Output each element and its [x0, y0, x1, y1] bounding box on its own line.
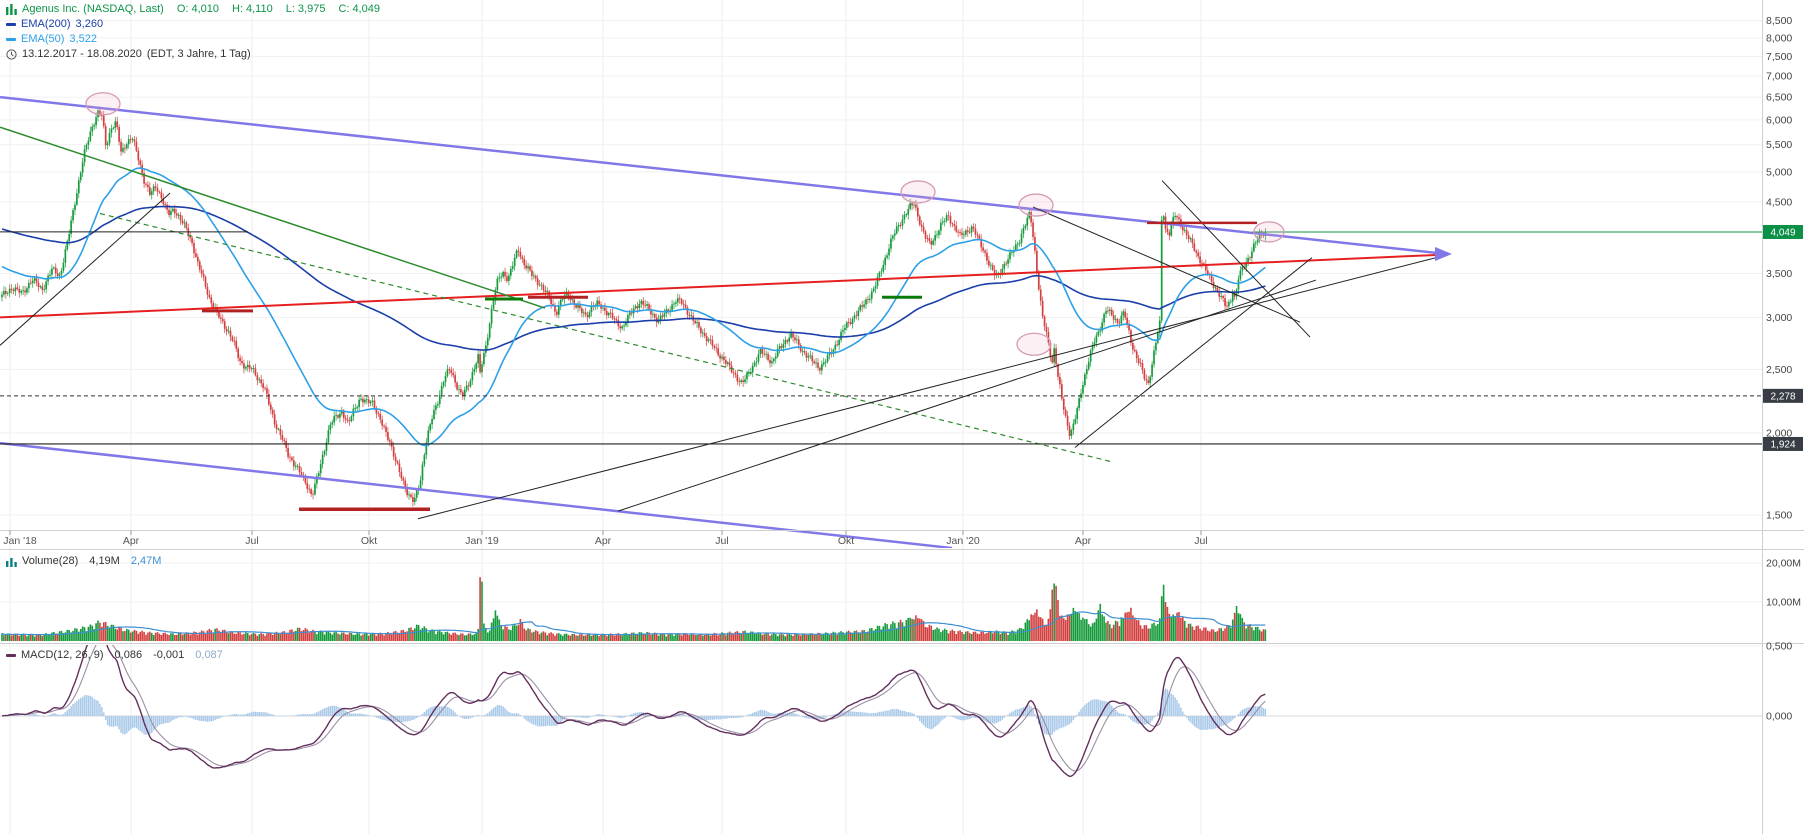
ellipse-annotation [1018, 193, 1054, 217]
price-axis-label: 8,000 [1766, 32, 1792, 44]
volume-ma-line [1, 611, 1266, 636]
macd-axis-label: 0,500 [1766, 641, 1792, 653]
price-axis-label: 3,000 [1766, 312, 1792, 324]
macd-series [1, 645, 1267, 778]
price-axis-label: 8,500 [1766, 15, 1792, 27]
price-axis-label: 2,000 [1766, 427, 1792, 439]
price-badge-label: 4,049 [1770, 227, 1795, 238]
price-axis-label: 4,500 [1766, 196, 1792, 208]
time-axis-label: Apr [595, 535, 612, 547]
volume-series [1, 577, 1267, 641]
macd-axis-label: 0,000 [1766, 711, 1792, 723]
time-axis-label: Jul [715, 535, 728, 547]
trendline [99, 212, 1111, 462]
trendline [0, 192, 171, 346]
price-badge [1763, 224, 1803, 239]
price-axis[interactable]: 8,500 8,000 7,500 7,000 6,500 6,000 5,500 5,000… [1766, 15, 1801, 722]
price-axis-label: 1,500 [1766, 509, 1792, 521]
price-axis-label: 5,000 [1766, 166, 1792, 178]
time-axis-label: Jul [1194, 535, 1207, 547]
ellipse-annotation [900, 180, 936, 204]
price-axis-label: 7,500 [1766, 51, 1792, 63]
time-axis-label: Okt [838, 535, 854, 547]
ellipse-annotation [1253, 221, 1285, 243]
trendline [0, 441, 953, 548]
macd-histogram [3, 688, 1267, 736]
time-axis-label: Jan '20 [946, 535, 980, 547]
volume-axis-label: 10,00M [1766, 597, 1801, 609]
time-axis-label: Apr [1075, 535, 1092, 547]
ema50-line [1, 167, 1266, 447]
ellipse-annotation [85, 92, 121, 116]
time-axis-label: Okt [361, 535, 377, 547]
time-axis-label: Jan '19 [465, 535, 499, 547]
volume-axis-label: 20,00M [1766, 558, 1801, 570]
price-axis-label: 6,500 [1766, 92, 1792, 104]
price-axis-label: 3,500 [1766, 268, 1792, 280]
price-badge-label: 1,924 [1770, 439, 1795, 450]
time-axis-label: Apr [123, 535, 140, 547]
time-axis-label: Jan '18 [3, 535, 37, 547]
price-badge-label: 2,278 [1770, 391, 1795, 402]
trend-arrow [1435, 247, 1452, 261]
price-badge [1763, 388, 1803, 403]
trendline [0, 126, 546, 309]
time-axis-label: Jul [245, 535, 258, 547]
price-axis-label: 5,500 [1766, 139, 1792, 151]
trendline [0, 95, 1446, 256]
trendline [1074, 257, 1313, 448]
gridlines [0, 0, 1762, 834]
price-axis-label: 2,500 [1766, 364, 1792, 376]
time-axis[interactable]: Jan '18 Apr Jul Okt Jan '19 Apr Jul Okt Jan '20 A… [3, 530, 1208, 548]
price-axis-label: 7,000 [1766, 71, 1792, 83]
trendline [0, 253, 1446, 319]
macd-signal-line [1, 645, 1266, 772]
ellipse-annotation [1016, 332, 1052, 356]
trendline [417, 254, 1446, 520]
price-badge [1763, 436, 1803, 451]
ema200-line [1, 205, 1266, 351]
macd-line [1, 645, 1266, 778]
trendline [1032, 206, 1301, 323]
price-axis-label: 6,000 [1766, 114, 1792, 126]
price-badges: 4,049 2,278 1,924 [1763, 224, 1803, 451]
trendline [1161, 180, 1311, 338]
